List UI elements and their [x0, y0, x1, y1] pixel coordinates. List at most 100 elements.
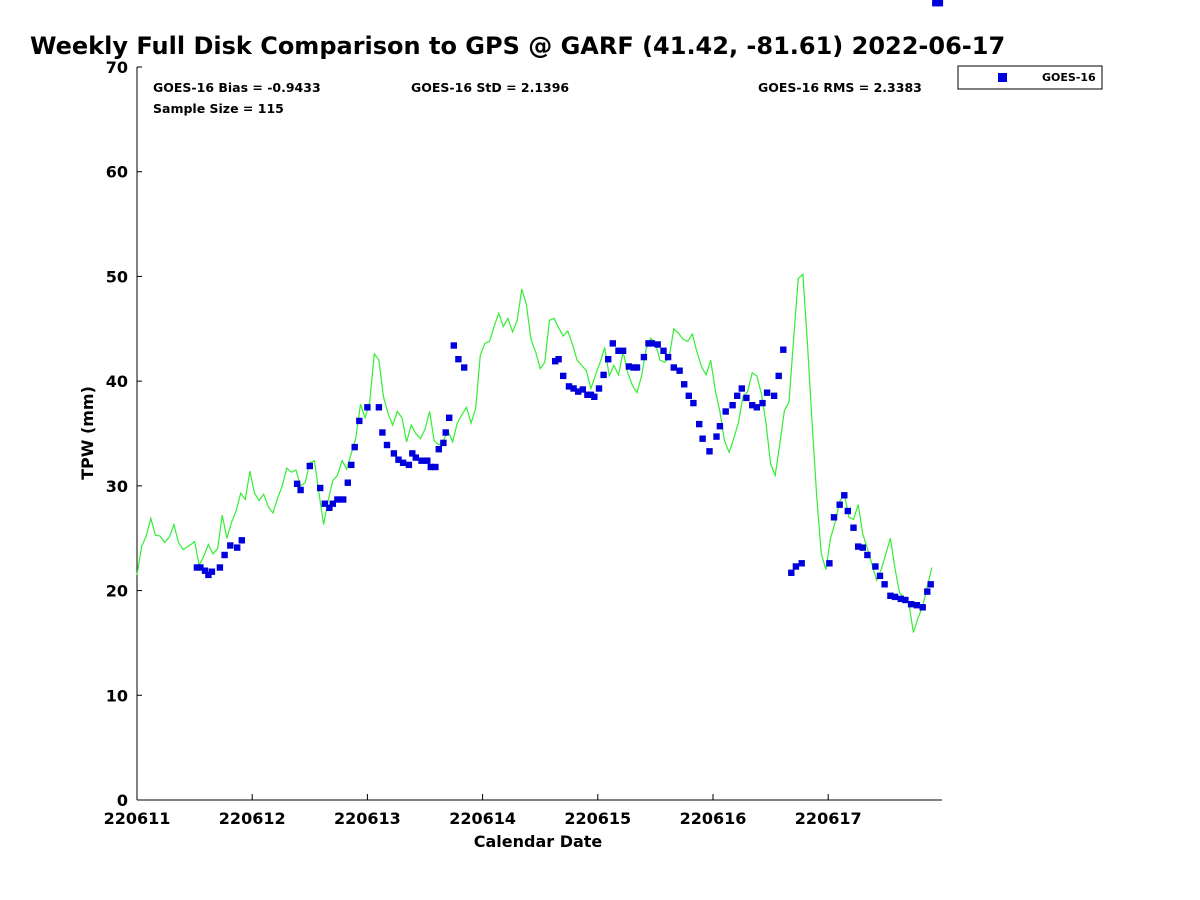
goes16-point	[660, 347, 667, 354]
goes16-point	[927, 581, 934, 588]
goes16-point	[450, 342, 457, 349]
goes16-point	[442, 429, 449, 436]
goes16-point	[716, 423, 724, 430]
goes16-point	[775, 372, 782, 380]
goes16-point	[584, 391, 591, 398]
goes16-point	[591, 393, 598, 400]
goes16-point	[625, 363, 633, 370]
goes16-point	[461, 364, 468, 371]
goes16-point	[891, 593, 899, 601]
goes16-point	[749, 402, 756, 409]
goes16-point	[696, 420, 703, 428]
goes16-point	[306, 462, 313, 470]
goes16-point	[326, 504, 333, 511]
std-stat: GOES-16 StD = 2.1396	[411, 80, 569, 95]
goes16-point	[205, 571, 212, 579]
goes16-point	[293, 480, 301, 487]
goes16-point	[936, 0, 944, 7]
goes16-point	[208, 568, 216, 575]
goes16-point	[619, 347, 627, 354]
goes16-point	[670, 364, 677, 371]
gps-series-line	[136, 273, 933, 633]
goes16-point	[399, 459, 407, 466]
goes16-point	[455, 356, 462, 363]
goes16-point	[887, 592, 894, 599]
goes16-point	[575, 388, 582, 395]
goes16-point	[227, 542, 234, 549]
goes16-point	[836, 501, 843, 508]
x-tick-label: 220611	[104, 809, 171, 828]
goes16-point	[565, 383, 573, 390]
goes16-point	[605, 356, 612, 363]
goes16-point	[405, 461, 413, 469]
legend: GOES-16	[957, 65, 1103, 90]
y-tick-label: 30	[106, 477, 128, 496]
goes16-point	[798, 560, 805, 567]
goes16-point	[201, 567, 209, 574]
bias-stat: GOES-16 Bias = -0.9433	[153, 80, 321, 95]
y-tick-label: 10	[106, 686, 128, 705]
goes16-point	[321, 500, 328, 507]
y-tick-label: 20	[106, 582, 128, 601]
goes16-point	[216, 564, 224, 571]
goes16-point	[351, 443, 358, 451]
goes16-point	[221, 551, 228, 559]
goes16-point	[348, 461, 355, 469]
goes16-point	[427, 463, 434, 471]
goes16-point	[855, 543, 862, 550]
goes16-point	[907, 601, 915, 608]
goes16-point	[440, 439, 447, 447]
goes16-point	[654, 341, 661, 348]
goes16-point	[552, 358, 559, 365]
goes16-point	[317, 484, 324, 492]
goes16-point	[412, 454, 419, 461]
goes16-point	[919, 604, 926, 611]
goes16-point	[713, 433, 720, 440]
chart-title: Weekly Full Disk Comparison to GPS @ GAR…	[30, 32, 1005, 60]
y-tick-label: 40	[106, 372, 128, 391]
y-tick-label: 70	[106, 58, 128, 77]
y-tick-label: 60	[106, 163, 128, 182]
x-axis-label: Calendar Date	[474, 832, 603, 851]
goes16-point	[876, 572, 884, 580]
plot-frame	[136, 67, 942, 801]
goes16-point	[729, 402, 736, 409]
sample-size-stat: Sample Size = 115	[153, 101, 284, 116]
goes16-point	[902, 596, 909, 604]
goes16-point	[409, 450, 416, 457]
x-tick-label: 220612	[219, 809, 286, 828]
goes16-point	[587, 391, 595, 398]
goes16-point	[826, 560, 833, 567]
rms-stat: GOES-16 RMS = 2.3383	[758, 80, 922, 95]
x-tick-label: 220613	[334, 809, 401, 828]
legend-marker-goes16	[998, 73, 1007, 82]
goes16-point	[645, 340, 652, 347]
goes16-point	[418, 457, 425, 464]
goes16-point	[706, 448, 713, 455]
goes16-point	[424, 457, 431, 464]
goes16-point	[763, 389, 771, 396]
goes16-point	[193, 564, 201, 571]
goes16-point	[788, 569, 795, 576]
goes16-point	[579, 386, 586, 393]
legend-box	[957, 65, 1103, 90]
goes16-point	[600, 371, 607, 379]
goes16-point	[375, 404, 383, 411]
y-tick-label: 50	[106, 267, 128, 286]
goes16-point	[432, 463, 439, 471]
goes16-point	[844, 507, 851, 515]
x-tick-label: 220614	[449, 809, 516, 828]
goes16-point	[664, 353, 672, 361]
goes16-point	[356, 417, 363, 425]
goes16-point	[329, 500, 336, 507]
goes16-point	[743, 394, 750, 402]
goes16-point	[238, 537, 245, 544]
goes16-point	[383, 441, 391, 449]
goes-points-layer	[193, 0, 944, 611]
goes16-point	[676, 367, 683, 374]
goes16-point	[699, 435, 706, 442]
x-ticks: 220611 220612 220613 220614 220615 220616 2206…	[104, 794, 862, 828]
x-tick-label: 220616	[680, 809, 747, 828]
goes16-point	[859, 544, 866, 551]
